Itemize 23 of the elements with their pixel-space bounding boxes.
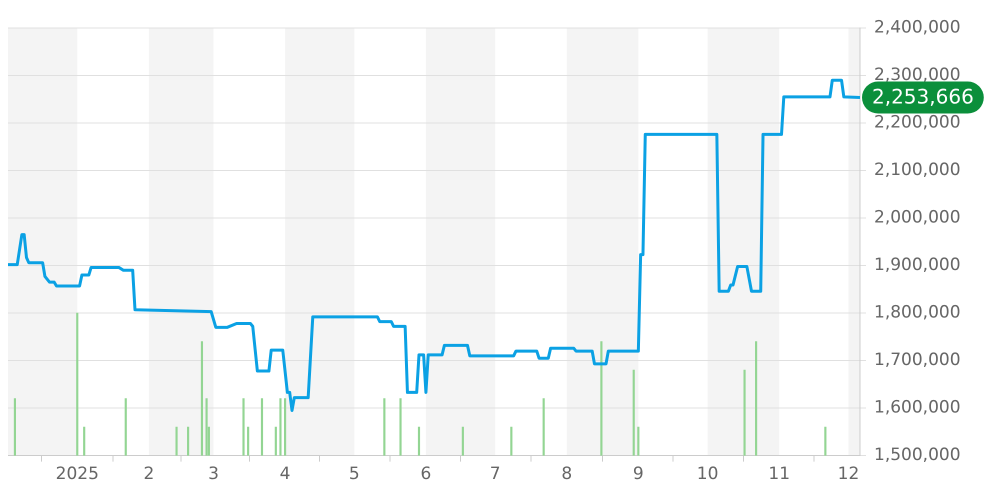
x-tick-label: 9 xyxy=(632,464,644,484)
x-tick-label: 11 xyxy=(768,464,790,484)
x-tick-label: 2 xyxy=(143,464,154,484)
y-tick-label: 2,300,000 xyxy=(874,64,961,85)
annotation: 2,253,666 xyxy=(872,84,974,109)
x-tick-label: 5 xyxy=(348,464,360,484)
y-tick-label: 1,800,000 xyxy=(874,302,961,322)
x-tick-label: 6 xyxy=(420,464,432,484)
y-tick-label: 2,000,000 xyxy=(874,207,961,228)
y-tick-label: 2,100,000 xyxy=(874,160,961,180)
y-tick-label: 1,700,000 xyxy=(874,350,961,370)
y-tick-label: 2,200,000 xyxy=(874,112,961,132)
y-tick-label: 2,400,000 xyxy=(874,17,961,38)
x-tick-label: 8 xyxy=(561,464,572,484)
y-tick-label: 1,500,000 xyxy=(874,445,961,466)
x-tick-label: 4 xyxy=(280,464,290,484)
y-tick-label: 1,600,000 xyxy=(874,398,961,418)
x-tick-label: 3 xyxy=(208,464,219,484)
x-tick-label: 2025 xyxy=(56,464,99,484)
x-tick-label: 7 xyxy=(490,464,501,484)
x-tick-label: 12 xyxy=(838,464,860,484)
x-tick-label: 10 xyxy=(696,464,718,484)
y-tick-label: 1,900,000 xyxy=(874,254,961,275)
